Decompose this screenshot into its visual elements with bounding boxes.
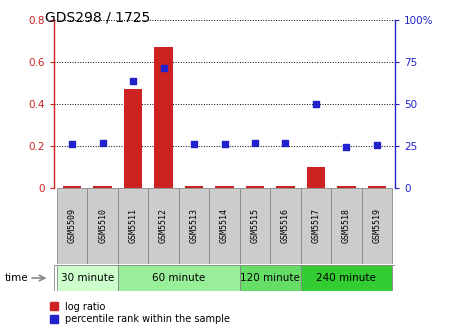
Bar: [337, 186, 356, 188]
Bar: [331, 188, 361, 264]
Bar: [368, 186, 386, 188]
Text: 240 minute: 240 minute: [317, 273, 376, 283]
Text: GSM5515: GSM5515: [251, 208, 260, 244]
Bar: [57, 188, 88, 264]
Bar: [361, 188, 392, 264]
Bar: [246, 186, 264, 188]
Bar: [88, 188, 118, 264]
Text: GSM5519: GSM5519: [372, 208, 381, 244]
Bar: [154, 47, 173, 188]
Text: 30 minute: 30 minute: [61, 273, 114, 283]
Point: [129, 79, 136, 84]
Bar: [63, 186, 81, 188]
Bar: [118, 188, 148, 264]
Text: 120 minute: 120 minute: [240, 273, 300, 283]
Text: GSM5513: GSM5513: [189, 208, 198, 244]
Bar: [124, 89, 142, 188]
Bar: [276, 186, 295, 188]
Bar: [301, 188, 331, 264]
Point: [221, 141, 228, 147]
Point: [99, 140, 106, 145]
Point: [373, 142, 380, 148]
Bar: [118, 265, 240, 291]
Text: GSM5518: GSM5518: [342, 208, 351, 244]
Bar: [307, 167, 325, 188]
Text: GDS298 / 1725: GDS298 / 1725: [45, 10, 150, 24]
Point: [69, 141, 76, 146]
Point: [190, 141, 198, 147]
Text: 60 minute: 60 minute: [152, 273, 206, 283]
Bar: [240, 188, 270, 264]
Bar: [179, 188, 209, 264]
Bar: [240, 265, 301, 291]
Bar: [216, 186, 233, 188]
Bar: [209, 188, 240, 264]
Text: GSM5511: GSM5511: [128, 208, 137, 244]
Bar: [148, 188, 179, 264]
Bar: [270, 188, 301, 264]
Text: GSM5517: GSM5517: [312, 208, 321, 244]
Text: GSM5512: GSM5512: [159, 208, 168, 244]
Text: time: time: [4, 273, 28, 283]
Text: GSM5514: GSM5514: [220, 208, 229, 244]
Point: [251, 140, 259, 146]
Point: [282, 140, 289, 146]
Text: GSM5516: GSM5516: [281, 208, 290, 244]
Text: GSM5510: GSM5510: [98, 208, 107, 244]
Legend: log ratio, percentile rank within the sample: log ratio, percentile rank within the sa…: [50, 301, 230, 325]
Bar: [185, 186, 203, 188]
Point: [160, 66, 167, 71]
Bar: [301, 265, 392, 291]
Bar: [57, 265, 118, 291]
Point: [343, 144, 350, 150]
Point: [313, 102, 320, 107]
Bar: [93, 186, 112, 188]
Text: GSM5509: GSM5509: [68, 208, 77, 244]
